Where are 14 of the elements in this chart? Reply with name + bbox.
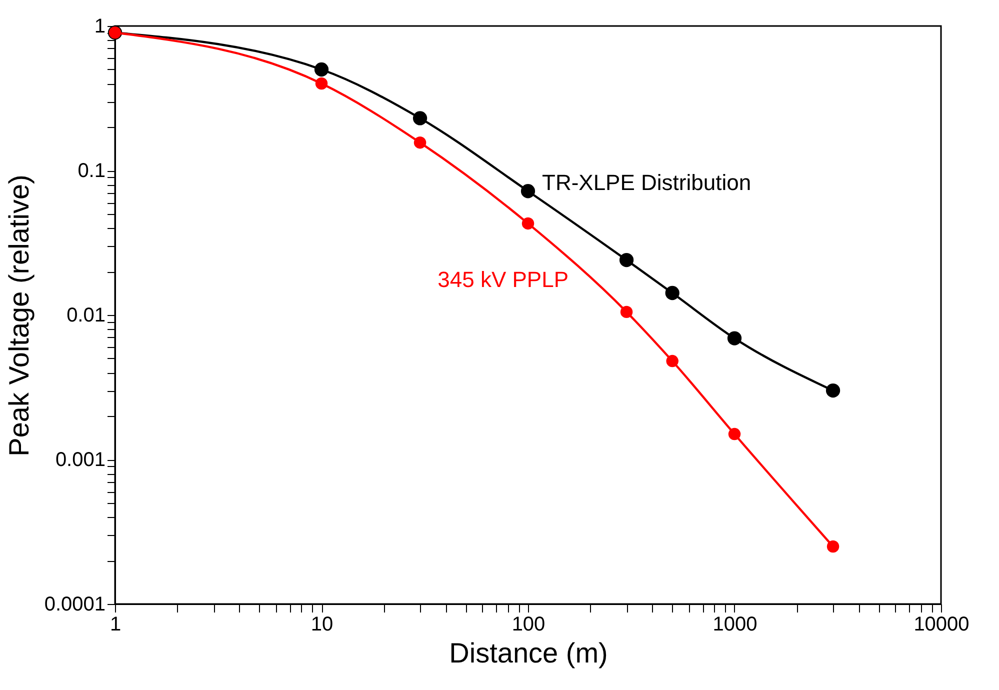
x-tick-label: 10 bbox=[310, 614, 334, 636]
x-tick-label: 10000 bbox=[914, 614, 970, 636]
y-axis-title: Peak Voltage (relative) bbox=[3, 174, 34, 456]
x-tick-label: 1 bbox=[110, 614, 122, 636]
y-tick-label: 0.0001 bbox=[44, 594, 106, 616]
y-tick-label: 1 bbox=[94, 16, 106, 38]
series-label: 345 kV PPLP bbox=[438, 266, 569, 292]
x-tick-label: 100 bbox=[512, 614, 546, 636]
x-tick-label: 1000 bbox=[712, 614, 758, 636]
series-label: TR-XLPE Distribution bbox=[542, 170, 752, 196]
y-tick-label: 0.1 bbox=[78, 160, 106, 182]
y-tick-label: 0.001 bbox=[55, 449, 106, 471]
x-axis-title: Distance (m) bbox=[449, 638, 608, 668]
y-tick-label: 0.01 bbox=[66, 304, 106, 326]
